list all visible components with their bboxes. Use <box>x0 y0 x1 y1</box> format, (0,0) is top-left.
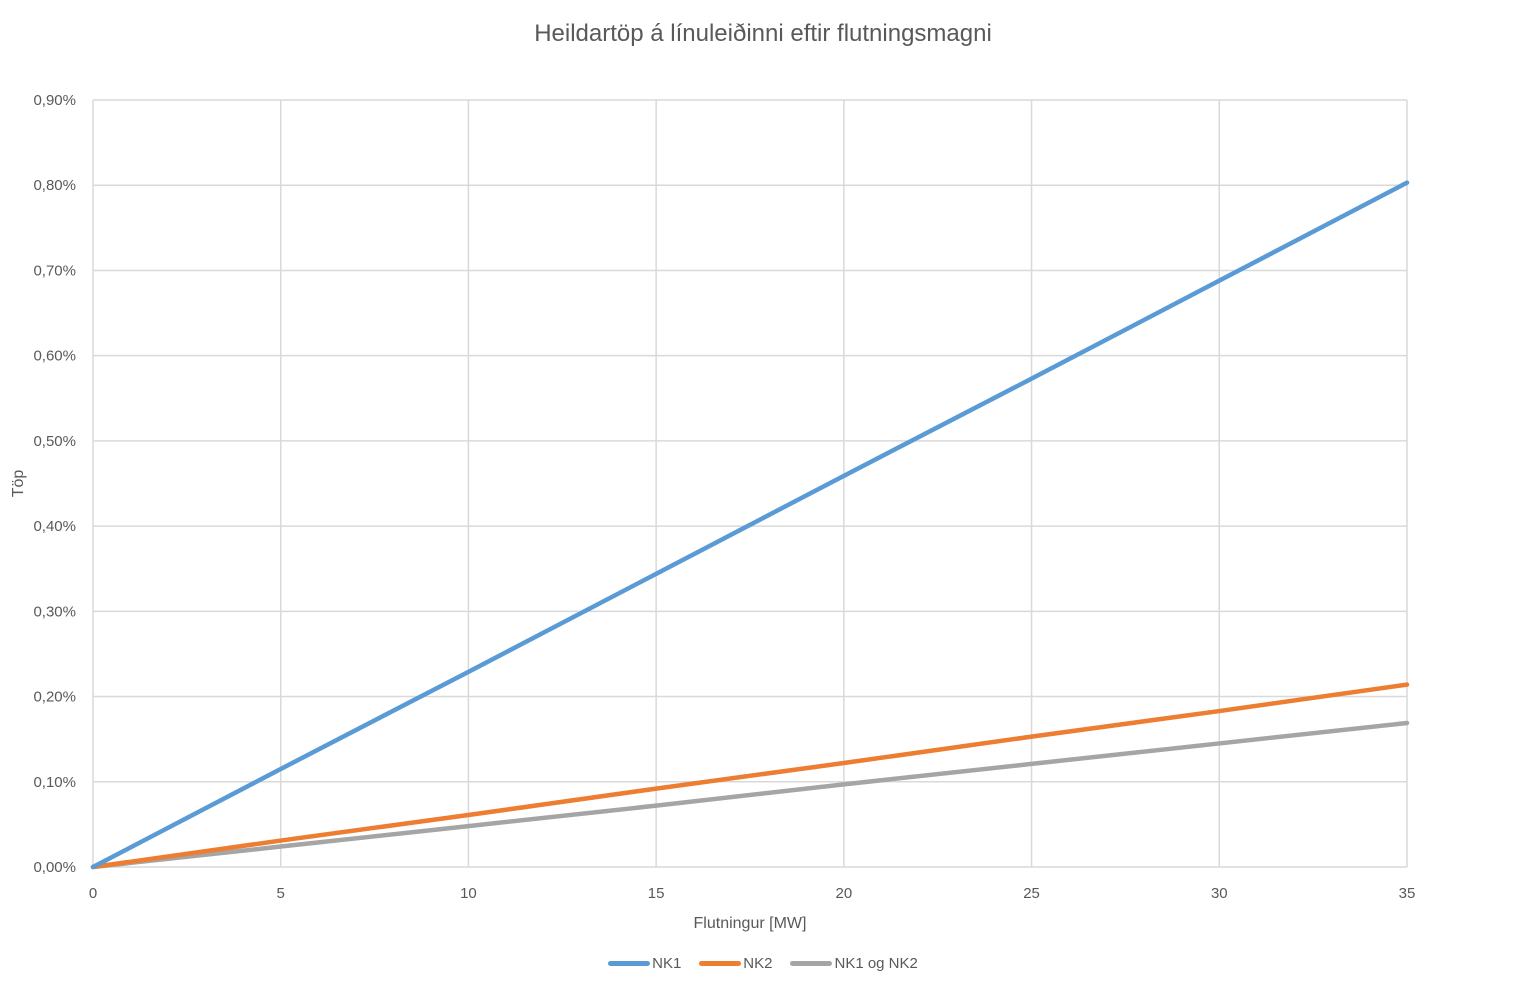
x-axis-title: Flutningur [MW] <box>694 915 807 932</box>
x-tick-label: 20 <box>836 885 853 902</box>
series-line-nk1-og-nk2 <box>90 720 1410 870</box>
x-tick-label: 35 <box>1399 885 1416 902</box>
y-tick-label: 0,30% <box>33 603 76 620</box>
legend-swatch <box>699 961 742 966</box>
x-tick-label: 10 <box>460 885 477 902</box>
chart-title: Heildartöp á línuleiðinni eftir flutning… <box>534 20 992 47</box>
legend-label: NK1 og NK2 <box>834 955 918 972</box>
legend-swatch <box>608 961 651 966</box>
y-tick-label: 0,60% <box>33 348 76 365</box>
legend-swatch <box>790 961 833 966</box>
legend-item: NK2 <box>699 955 772 972</box>
legend-label: NK2 <box>743 955 773 972</box>
x-tick-label: 15 <box>648 885 665 902</box>
y-tick-label: 0,70% <box>33 262 76 279</box>
legend: NK1 NK2 NK1 og NK2 <box>0 955 1526 972</box>
legend-item: NK1 <box>608 955 681 972</box>
x-tick-label: 25 <box>1023 885 1040 902</box>
y-tick-label: 0,40% <box>33 518 76 535</box>
x-tick-label: 0 <box>89 885 97 902</box>
y-axis-title: Töp <box>10 470 27 498</box>
x-tick-label: 30 <box>1211 885 1228 902</box>
y-tick-label: 0,80% <box>33 177 76 194</box>
y-tick-label: 0,10% <box>33 774 76 791</box>
series-line-nk1 <box>90 180 1410 870</box>
y-tick-label: 0,50% <box>33 433 76 450</box>
series-line-nk2 <box>90 682 1410 870</box>
x-tick-label: 5 <box>277 885 285 902</box>
y-tick-label: 0,90% <box>33 92 76 109</box>
y-tick-label: 0,00% <box>33 859 76 876</box>
y-tick-label: 0,20% <box>33 689 76 706</box>
legend-item: NK1 og NK2 <box>790 955 918 972</box>
legend-label: NK1 <box>652 955 682 972</box>
